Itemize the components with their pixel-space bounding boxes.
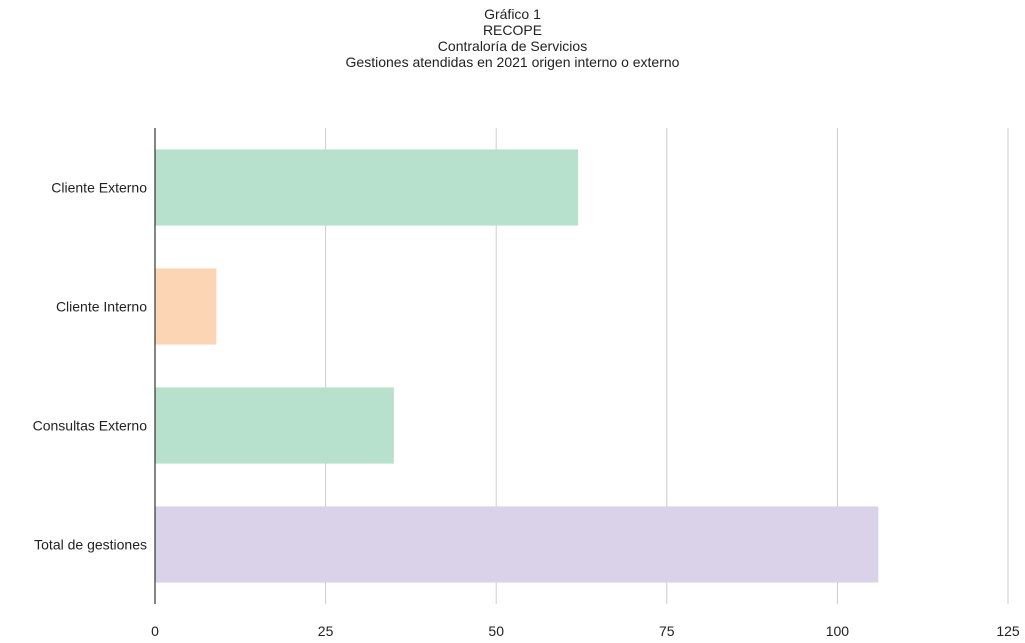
- x-tick-label: 25: [318, 623, 334, 639]
- x-tick-label: 0: [151, 623, 159, 639]
- bar-cliente-interno: [155, 268, 217, 345]
- chart-title-block: Gráfico 1 RECOPE Contraloría de Servicio…: [0, 6, 1025, 70]
- category-label: Cliente Externo: [51, 180, 147, 196]
- bar-total-de-gestiones: [155, 506, 879, 583]
- bar-cliente-externo: [155, 149, 579, 226]
- chart-title-line-1: Gráfico 1: [484, 6, 541, 22]
- x-tick-label: 75: [659, 623, 675, 639]
- x-tick-label: 125: [996, 623, 1020, 639]
- chart-title-line-4: Gestiones atendidas en 2021 origen inter…: [345, 54, 680, 70]
- chart-title-line-3: Contraloría de Servicios: [437, 38, 588, 54]
- bar-consultas-externo: [155, 387, 394, 464]
- chart-title-line-2: RECOPE: [482, 22, 543, 38]
- x-tick-label: 50: [488, 623, 504, 639]
- category-label: Total de gestiones: [34, 537, 147, 553]
- labels: 0 25 50 75 100 125 Cliente Externo Cliente Inte…: [33, 180, 1020, 640]
- category-label: Cliente Interno: [56, 299, 147, 315]
- bars: [155, 149, 879, 583]
- category-label: Consultas Externo: [33, 418, 148, 434]
- x-tick-label: 100: [826, 623, 850, 639]
